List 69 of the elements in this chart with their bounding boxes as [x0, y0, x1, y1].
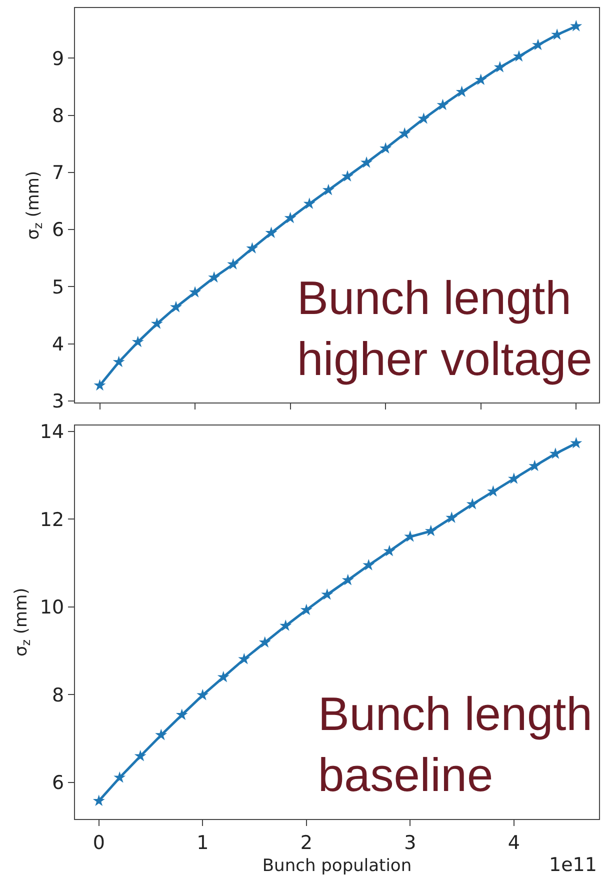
point [528, 460, 541, 472]
point [170, 300, 182, 312]
point [155, 728, 168, 740]
point [456, 86, 468, 97]
point [508, 472, 520, 484]
point [494, 61, 506, 72]
y-tick-label: 6 [52, 772, 64, 794]
y-tick-label: 8 [52, 684, 64, 706]
point [208, 271, 220, 283]
y-tick-label: 8 [52, 104, 64, 127]
y-tick-label: 10 [40, 596, 64, 619]
point [342, 574, 354, 586]
x-axis-title: Bunch population [262, 856, 412, 876]
point [383, 544, 396, 556]
point [280, 620, 292, 631]
point [196, 688, 209, 700]
point [446, 512, 458, 523]
point [265, 226, 278, 238]
x-tick-label: 1 [196, 832, 209, 854]
point [227, 258, 240, 270]
point [512, 50, 525, 62]
x-tick-label: 2 [300, 832, 312, 854]
point [341, 170, 354, 182]
y-tick-label: 9 [52, 48, 64, 70]
y-tick-label: 4 [52, 333, 64, 356]
point [94, 379, 106, 391]
y-tick-label: 12 [40, 508, 64, 531]
point [217, 670, 230, 682]
point [150, 317, 163, 329]
point [360, 156, 373, 168]
point [474, 74, 487, 86]
point [436, 98, 449, 110]
point [132, 336, 144, 348]
point [418, 112, 430, 124]
annotation: Bunch length higher voltage [297, 271, 592, 386]
point [549, 447, 562, 459]
point [362, 558, 375, 570]
annotation: Bunch length baseline [318, 687, 592, 802]
y-tick-label: 14 [40, 421, 64, 444]
point [238, 652, 250, 664]
point [570, 20, 582, 32]
y-tick-label: 3 [52, 390, 64, 413]
point [176, 708, 188, 720]
y-tick-label: 5 [52, 276, 64, 298]
point [134, 750, 146, 762]
point [246, 242, 258, 254]
x-tick-label: 3 [404, 832, 416, 854]
x-tick-label: 4 [508, 832, 520, 854]
point [466, 498, 478, 510]
y-tick-label: 7 [52, 162, 64, 184]
point [92, 794, 105, 806]
point [424, 524, 437, 536]
point [570, 436, 582, 448]
point [258, 636, 271, 648]
point [398, 127, 411, 139]
point [321, 588, 334, 600]
point [114, 771, 126, 783]
text: 1e11 [549, 854, 597, 876]
point [322, 184, 334, 196]
x-tick-label: 0 [92, 832, 105, 854]
point [303, 198, 316, 209]
y-tick-label: 6 [52, 219, 64, 242]
point [532, 38, 544, 50]
point [112, 356, 125, 368]
point [300, 604, 312, 616]
point [189, 286, 202, 298]
point [487, 485, 500, 497]
point [380, 142, 392, 154]
point [284, 212, 296, 224]
